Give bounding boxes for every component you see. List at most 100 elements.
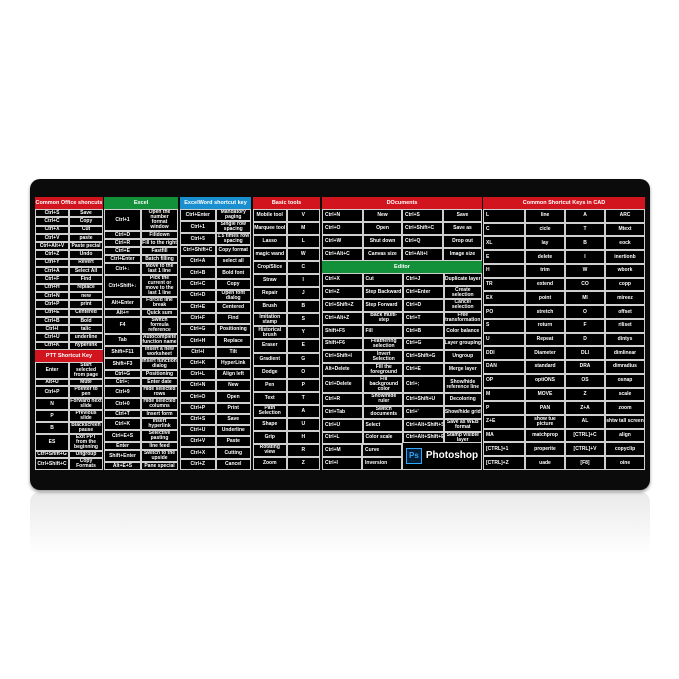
- shortcut-action: eock: [605, 236, 645, 251]
- office-column: Common Office shoncuts Ctrl+S Save Ctrl+C C…: [35, 197, 103, 470]
- basic-row: Eraser E: [253, 339, 320, 353]
- office-row: Ctrl+E Centered: [35, 308, 103, 317]
- shortcut-key: Ctrl+T: [403, 311, 444, 325]
- shortcut-key: Ctrl+Enter: [180, 209, 216, 221]
- basic-row: Rotating view R: [253, 443, 320, 457]
- shortcut-key: Ctrl+': [403, 405, 444, 419]
- shortcut-key: Enter: [35, 362, 69, 379]
- shortcut-action: Ungroup: [443, 350, 482, 364]
- shortcut-action: P: [286, 378, 320, 392]
- basic-row: Crop/Slice C: [253, 261, 320, 275]
- shortcut-key: Ctrl+N: [35, 291, 69, 301]
- shortcut-action: Find: [215, 313, 251, 325]
- shortcut-action: Open: [363, 222, 402, 236]
- shortcut-action: Positioning: [215, 324, 251, 336]
- word-row: Ctrl+P Print: [180, 402, 251, 414]
- editor-row: Ctrl+Shift+Z Step Forward Ctrl+D Cancel sel…: [322, 299, 482, 312]
- shortcut-key: Ctrl+5: [180, 233, 216, 245]
- shortcut-key: Eraser: [253, 339, 287, 353]
- shortcut-key: Ctrl+K: [35, 341, 69, 351]
- editor-row: Ctrl+Alt+Z Back multi-step Ctrl+T Free tran…: [322, 311, 482, 325]
- shortcut-action: MOVE: [525, 387, 565, 402]
- shortcut-action: C: [286, 261, 320, 275]
- cad-row: TR extend CO copp: [483, 277, 645, 292]
- shortcut-action: Curve: [362, 444, 402, 458]
- office-row: Ctrl+V paste: [35, 233, 103, 243]
- basic-row: Gradient G: [253, 352, 320, 366]
- shortcut-key: Z+E: [483, 415, 525, 429]
- shortcut-key: Ctrl+1: [180, 221, 216, 233]
- shortcut-key: AL: [565, 415, 605, 429]
- shortcut-key: Ctrl+S: [35, 209, 69, 218]
- word-row: Ctrl+U Underline: [180, 425, 251, 437]
- cad-row: EX point MI mireez: [483, 291, 645, 306]
- basic-row: Lasso L: [253, 235, 320, 249]
- office-row: Ctrl+Y Revert: [35, 258, 103, 268]
- shortcut-key: Ctrl+Shift+↓: [104, 275, 141, 297]
- shortcut-action: Move to the last 1 line: [141, 263, 178, 275]
- shortcut-action: Select All: [69, 267, 103, 276]
- shortcut-action: J: [286, 287, 320, 301]
- shortcut-action: Show/hide grid: [443, 405, 482, 419]
- shortcut-key: Ctrl+Z: [35, 250, 69, 259]
- shortcut-action: copyclip: [605, 442, 645, 457]
- shortcut-key: Dodge: [253, 365, 287, 379]
- shortcut-key: Ctrl+E+S: [104, 430, 141, 442]
- shortcut-action: Copy: [69, 217, 103, 226]
- shortcut-key: OP: [483, 373, 525, 388]
- shortcut-action: Drop out: [443, 235, 482, 249]
- word-row: Ctrl+V Paste: [180, 436, 251, 448]
- shortcut-key: Ctrl+1: [104, 209, 141, 231]
- shortcut-action: line feed: [141, 442, 178, 450]
- shortcut-action: Copy Formats: [69, 458, 103, 470]
- office-row: Ctrl+N new: [35, 291, 103, 301]
- shortcut-key: E: [483, 250, 525, 264]
- office-row: Ctrl+Z Undo: [35, 250, 103, 259]
- shortcut-action: Revert: [69, 258, 103, 268]
- shortcut-action: Forced line break: [141, 297, 178, 309]
- office-row: Ctrl+U underline: [35, 333, 103, 342]
- shortcut-key: Ctrl+Y: [35, 258, 69, 268]
- editor-table: Ctrl+X Cut Ctrl+J Duplicate layer Ctrl+Z Step…: [322, 273, 482, 471]
- shortcut-key: Ctrl+U: [322, 418, 363, 432]
- word-row: Ctrl+G Positioning: [180, 324, 251, 336]
- shortcut-action: Insert form: [141, 410, 178, 418]
- shortcut-action: extend: [525, 277, 565, 292]
- shortcut-key: Ctrl+N: [322, 209, 363, 223]
- shortcut-key: Ctrl+Shift+C: [35, 458, 69, 470]
- excel-row: Ctrl+1 Open the number format window: [104, 209, 178, 231]
- shortcut-action: Canvas size: [363, 248, 402, 262]
- shortcut-key: D: [565, 332, 605, 347]
- shortcut-action: Insert hyperlink: [141, 418, 178, 430]
- ppt-header: PTT Shortcut Key: [35, 350, 103, 362]
- shortcut-action: Save: [215, 413, 251, 426]
- shortcut-key: M: [483, 387, 525, 402]
- shortcut-action: Underline: [215, 425, 251, 437]
- word-row: Ctrl+S Save: [180, 413, 251, 426]
- shortcut-action: Feathering selection: [362, 337, 403, 351]
- shortcut-key: Ctrl+Z: [322, 286, 363, 300]
- word-row: Ctrl+L Align left: [180, 369, 251, 381]
- shortcut-key: ES: [35, 434, 69, 451]
- shortcut-action: Paste: [215, 436, 251, 448]
- basic-row: Grip H: [253, 430, 320, 444]
- office-row: Ctrl+H replace: [35, 283, 103, 292]
- shortcut-key: magic wand: [253, 248, 287, 262]
- excel-row: Ctrl+↓ Move to the last 1 line: [104, 263, 178, 275]
- shortcut-key: Ctrl+;: [403, 376, 444, 394]
- shortcut-key: P: [35, 410, 69, 422]
- shortcut-action: R: [286, 443, 320, 457]
- shortcut-action: Shut down: [363, 235, 402, 249]
- shortcut-key: Ctrl+0: [104, 398, 141, 410]
- shortcut-action: Diameter: [525, 346, 565, 361]
- excel-row: Shift+F11 Insert a new worksheet: [104, 346, 178, 358]
- shortcut-action: B: [286, 300, 320, 314]
- excel-row: Shift+Enter Switch to the upside: [104, 450, 178, 462]
- shortcut-action: Pick the current or move to the last 1 l…: [141, 275, 178, 297]
- shortcut-action: Y: [286, 326, 320, 340]
- shortcut-key: O: [565, 305, 605, 319]
- documents-row: Ctrl+O Open Ctrl+Shift+C Save as: [322, 222, 482, 236]
- shortcut-action: Color scale: [362, 431, 403, 445]
